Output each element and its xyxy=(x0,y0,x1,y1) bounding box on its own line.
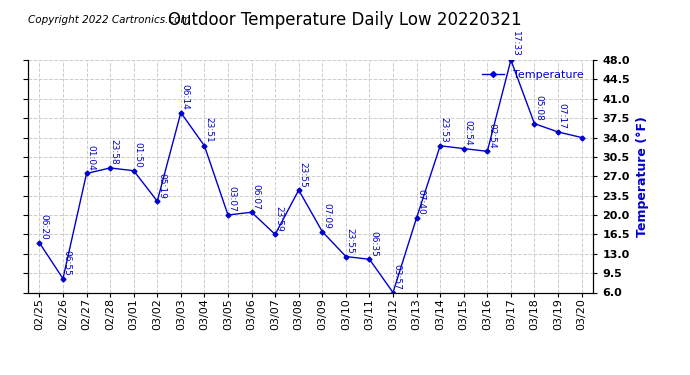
Text: 02:54: 02:54 xyxy=(487,123,496,148)
Text: 17:33: 17:33 xyxy=(511,32,520,57)
Text: 03:07: 03:07 xyxy=(228,186,237,212)
Y-axis label: Temperature (°F): Temperature (°F) xyxy=(635,116,649,237)
Text: 23:58: 23:58 xyxy=(110,140,119,165)
Text: 01:50: 01:50 xyxy=(133,142,142,168)
Text: 06:07: 06:07 xyxy=(251,184,260,210)
Text: 23:59: 23:59 xyxy=(275,206,284,232)
Text: 23:51: 23:51 xyxy=(204,117,213,143)
Text: 05:08: 05:08 xyxy=(534,95,543,121)
Text: 23:53: 23:53 xyxy=(440,117,449,143)
Text: 06:55: 06:55 xyxy=(63,250,72,276)
Text: 23:55: 23:55 xyxy=(298,162,307,187)
Text: 07:40: 07:40 xyxy=(416,189,425,215)
Text: 06:20: 06:20 xyxy=(39,214,48,240)
Text: 06:14: 06:14 xyxy=(181,84,190,110)
Text: 07:09: 07:09 xyxy=(322,203,331,229)
Text: 06:35: 06:35 xyxy=(369,231,378,256)
Text: 02:54: 02:54 xyxy=(464,120,473,146)
Text: Outdoor Temperature Daily Low 20220321: Outdoor Temperature Daily Low 20220321 xyxy=(168,11,522,29)
Text: 07:17: 07:17 xyxy=(558,103,566,129)
Text: Copyright 2022 Cartronics.com: Copyright 2022 Cartronics.com xyxy=(28,15,190,25)
Legend: Temperature: Temperature xyxy=(477,66,588,84)
Text: 01:04: 01:04 xyxy=(86,145,95,171)
Text: 23:55: 23:55 xyxy=(346,228,355,254)
Text: 05:19: 05:19 xyxy=(157,172,166,198)
Text: 03:57: 03:57 xyxy=(393,264,402,290)
